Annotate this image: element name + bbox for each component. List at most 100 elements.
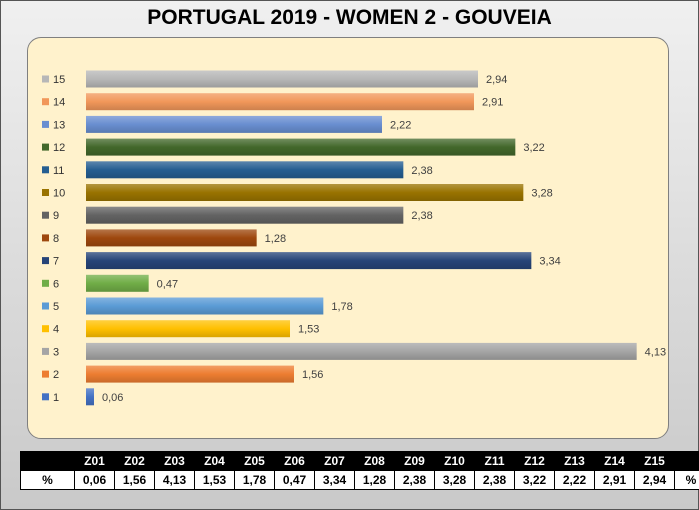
legend-marker-14 bbox=[42, 98, 49, 106]
table-header-z01: Z01 bbox=[74, 451, 115, 471]
table-row-label: % bbox=[20, 470, 75, 490]
table-header-z04: Z04 bbox=[194, 451, 235, 471]
legend-marker-15 bbox=[42, 75, 49, 83]
legend-marker-8 bbox=[42, 234, 49, 242]
legend-marker-3 bbox=[42, 347, 49, 355]
data-label-1: 0,06 bbox=[102, 392, 123, 404]
data-label-5: 1,78 bbox=[331, 301, 352, 313]
legend-marker-2 bbox=[42, 370, 49, 378]
legend-marker-10 bbox=[42, 189, 49, 196]
legend-marker-7 bbox=[42, 257, 49, 265]
table-header-z02: Z02 bbox=[114, 451, 155, 471]
table-header-z12: Z12 bbox=[514, 451, 555, 471]
legend-label-6: 6 bbox=[53, 278, 59, 290]
legend-marker-11 bbox=[42, 166, 49, 174]
legend-label-14: 14 bbox=[53, 97, 65, 109]
bar-12 bbox=[86, 138, 516, 156]
legend-marker-4 bbox=[42, 325, 49, 333]
table-header-z07: Z07 bbox=[314, 451, 355, 471]
legend-label-12: 12 bbox=[53, 142, 65, 154]
legend-label-8: 8 bbox=[53, 233, 59, 245]
data-label-12: 3,22 bbox=[523, 142, 544, 154]
bar-13 bbox=[86, 115, 382, 133]
legend-label-10: 10 bbox=[53, 188, 65, 200]
data-label-3: 4,13 bbox=[645, 346, 666, 358]
legend-label-7: 7 bbox=[53, 256, 59, 268]
table-header-z14: Z14 bbox=[594, 451, 635, 471]
table-cell-z12: 3,22 bbox=[514, 470, 555, 490]
table-cell-z06: 0,47 bbox=[274, 470, 315, 490]
table-header-corner bbox=[20, 451, 75, 471]
data-label-13: 2,22 bbox=[390, 119, 411, 131]
chart-title: PORTUGAL 2019 - WOMEN 2 - GOUVEIA bbox=[147, 6, 552, 29]
legend-marker-13 bbox=[42, 120, 49, 128]
table-header-z06: Z06 bbox=[274, 451, 315, 471]
table-header-z11: Z11 bbox=[474, 451, 515, 471]
table-cell-z15: 2,94 bbox=[634, 470, 675, 490]
data-label-11: 2,38 bbox=[411, 165, 432, 177]
legend-label-1: 1 bbox=[53, 392, 59, 404]
table-header-end bbox=[674, 451, 699, 471]
bar-5 bbox=[86, 297, 324, 315]
table-cell-z09: 2,38 bbox=[394, 470, 435, 490]
table-header-z10: Z10 bbox=[434, 451, 475, 471]
bar-7 bbox=[86, 252, 532, 270]
data-label-2: 1,56 bbox=[302, 369, 323, 381]
table-cell-z02: 1,56 bbox=[114, 470, 155, 490]
table-cell-z03: 4,13 bbox=[154, 470, 195, 490]
bar-11 bbox=[86, 161, 404, 179]
legend-label-11: 11 bbox=[53, 165, 64, 177]
data-label-6: 0,47 bbox=[157, 278, 178, 290]
legend-marker-6 bbox=[42, 279, 49, 287]
legend-label-9: 9 bbox=[53, 210, 59, 222]
bar-4 bbox=[86, 320, 290, 338]
table-cell-z11: 2,38 bbox=[474, 470, 515, 490]
table-cell-z04: 1,53 bbox=[194, 470, 235, 490]
bar-chart: 1 0,06 2 1,56 3 4,13 4 1,53 5 1,78 6 0,47 7 3,34 8 1,28… bbox=[42, 70, 666, 406]
legend-label-5: 5 bbox=[53, 301, 59, 313]
bar-6 bbox=[86, 274, 149, 292]
table-header-row: Z01 Z02 Z03 Z04 Z05 Z06 Z07 Z08 Z09 Z10 Z11 Z12 Z13 Z… bbox=[20, 451, 699, 471]
table-header-z15: Z15 bbox=[634, 451, 675, 471]
data-label-15: 2,94 bbox=[486, 74, 507, 86]
table-cell-z13: 2,22 bbox=[554, 470, 595, 490]
legend-marker-9 bbox=[42, 211, 49, 219]
data-label-7: 3,34 bbox=[539, 256, 560, 268]
bar-15 bbox=[86, 70, 478, 88]
table-cell-z07: 3,34 bbox=[314, 470, 355, 490]
data-label-9: 2,38 bbox=[411, 210, 432, 222]
table-row-unit: % bbox=[674, 470, 699, 490]
data-label-14: 2,91 bbox=[482, 97, 503, 109]
bar-9 bbox=[86, 206, 404, 224]
table-cell-z08: 1,28 bbox=[354, 470, 395, 490]
table-cell-z10: 3,28 bbox=[434, 470, 475, 490]
data-label-10: 3,28 bbox=[531, 188, 552, 200]
legend-label-13: 13 bbox=[53, 119, 65, 131]
table-value-row: % 0,06 1,56 4,13 1,53 1,78 0,47 3,34 1,28 2,38 3,2… bbox=[20, 470, 699, 490]
data-label-8: 1,28 bbox=[265, 233, 286, 245]
data-label-4: 1,53 bbox=[298, 324, 319, 336]
legend-marker-5 bbox=[42, 302, 49, 310]
table-header-z13: Z13 bbox=[554, 451, 595, 471]
table-header-z05: Z05 bbox=[234, 451, 275, 471]
bar-8 bbox=[86, 229, 257, 247]
bar-14 bbox=[86, 93, 474, 111]
legend-label-3: 3 bbox=[53, 346, 59, 358]
bar-10 bbox=[86, 184, 524, 201]
table-header-z09: Z09 bbox=[394, 451, 435, 471]
legend-marker-12 bbox=[42, 143, 49, 151]
table-cell-z14: 2,91 bbox=[594, 470, 635, 490]
bar-1 bbox=[86, 388, 94, 406]
table-header-z08: Z08 bbox=[354, 451, 395, 471]
table-cell-z01: 0,06 bbox=[74, 470, 115, 490]
legend-label-4: 4 bbox=[53, 324, 59, 336]
table-cell-z05: 1,78 bbox=[234, 470, 275, 490]
bar-3 bbox=[86, 342, 637, 360]
plot-panel: 1 0,06 2 1,56 3 4,13 4 1,53 5 1,78 6 0,47 7 3,34 8 1,28… bbox=[27, 37, 669, 439]
legend-label-15: 15 bbox=[53, 74, 65, 86]
bar-2 bbox=[86, 365, 294, 383]
table-header-z03: Z03 bbox=[154, 451, 195, 471]
legend-label-2: 2 bbox=[53, 369, 59, 381]
data-table: Z01 Z02 Z03 Z04 Z05 Z06 Z07 Z08 Z09 Z10 Z11 Z12 Z13 Z… bbox=[20, 451, 699, 490]
legend-marker-1 bbox=[42, 393, 49, 401]
